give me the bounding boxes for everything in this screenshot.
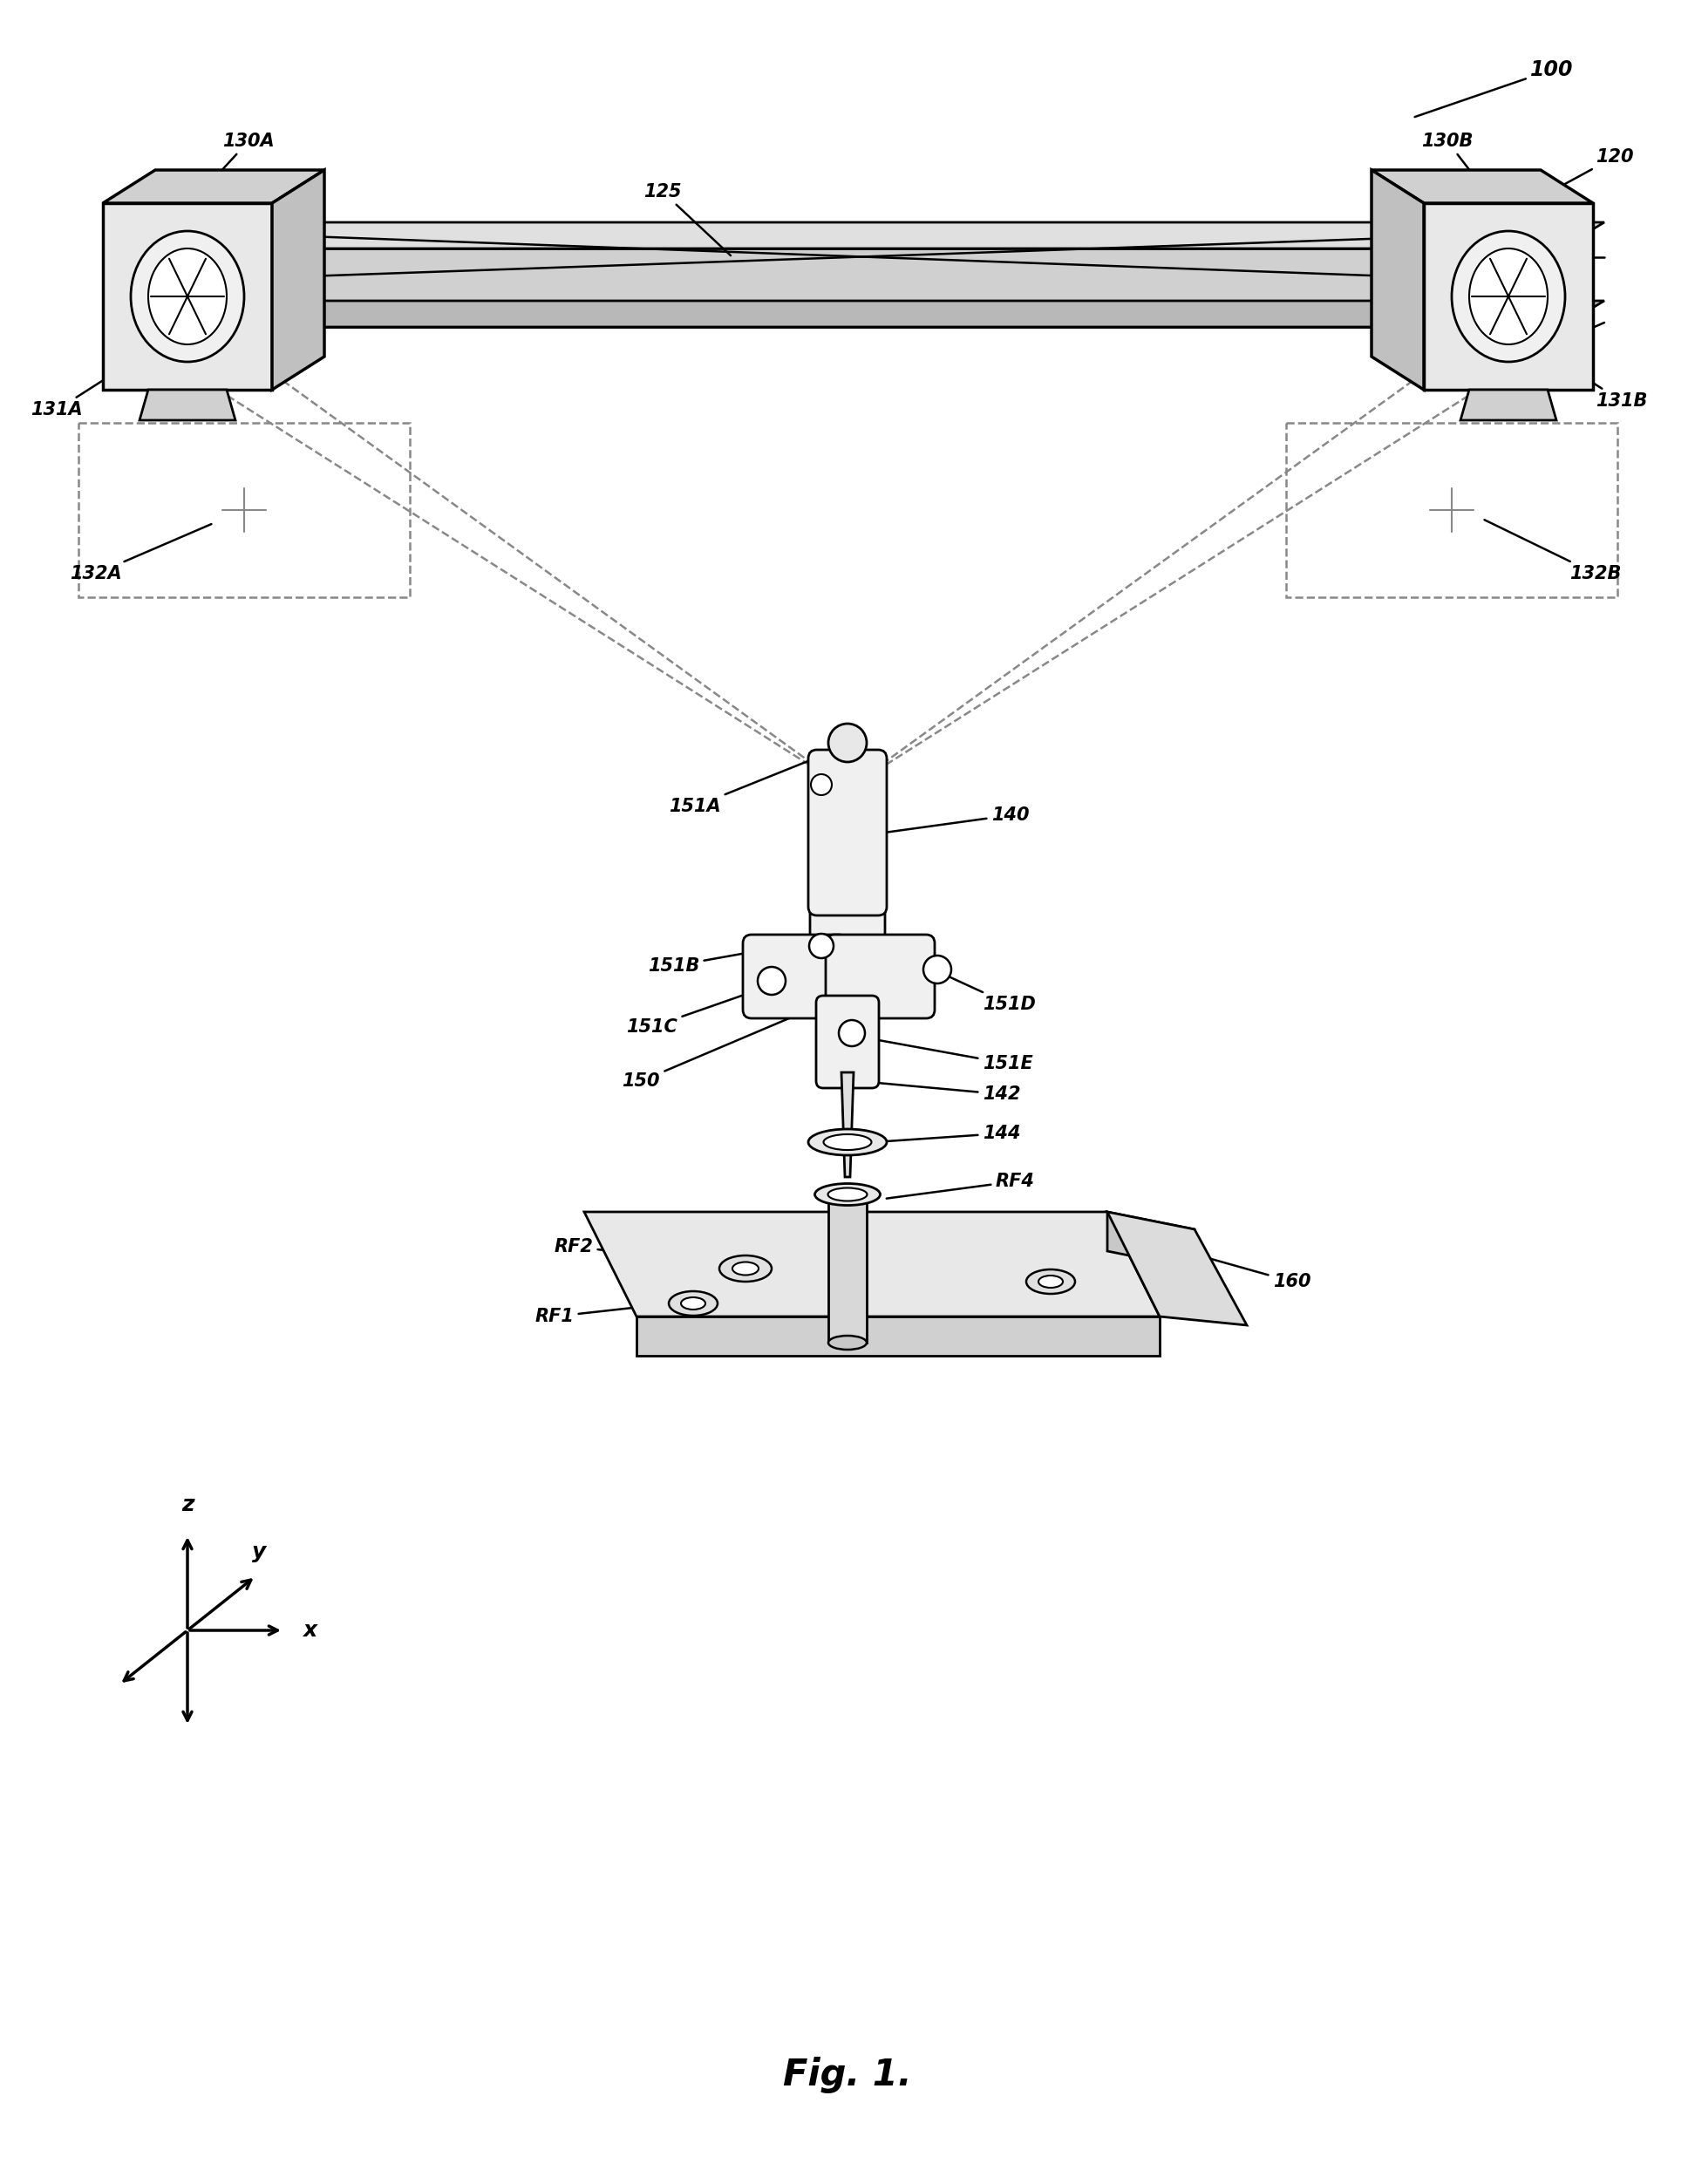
Text: RF1: RF1: [534, 1302, 693, 1326]
Text: y: y: [253, 1542, 266, 1562]
Text: RF4: RF4: [886, 1173, 1036, 1199]
Ellipse shape: [809, 1129, 886, 1155]
Text: 120: 120: [1537, 149, 1634, 199]
Polygon shape: [136, 223, 1605, 249]
Text: 132B: 132B: [1485, 520, 1620, 583]
Text: 100: 100: [1415, 59, 1573, 118]
Circle shape: [839, 1020, 864, 1046]
FancyBboxPatch shape: [810, 887, 885, 983]
Circle shape: [829, 723, 866, 762]
Text: 132A: 132A: [69, 524, 212, 583]
Polygon shape: [1371, 170, 1593, 203]
Text: 144: 144: [876, 1125, 1020, 1142]
Text: 125: 125: [644, 183, 731, 256]
Ellipse shape: [1039, 1275, 1063, 1289]
Polygon shape: [103, 203, 271, 389]
Ellipse shape: [1470, 249, 1548, 345]
Circle shape: [758, 968, 785, 994]
Polygon shape: [1424, 203, 1593, 389]
Ellipse shape: [131, 232, 244, 363]
Polygon shape: [841, 1072, 854, 1177]
Polygon shape: [1107, 1212, 1248, 1326]
Text: x: x: [302, 1621, 317, 1640]
Polygon shape: [139, 389, 236, 419]
Text: 151E: 151E: [858, 1035, 1032, 1072]
Text: 151D: 151D: [941, 974, 1036, 1013]
FancyBboxPatch shape: [742, 935, 848, 1018]
Ellipse shape: [670, 1291, 717, 1315]
Polygon shape: [136, 301, 1605, 328]
FancyBboxPatch shape: [815, 996, 880, 1088]
Text: 150: 150: [622, 1018, 793, 1090]
Text: RF3: RF3: [1051, 1280, 1137, 1321]
Polygon shape: [829, 1195, 866, 1343]
FancyBboxPatch shape: [809, 749, 886, 915]
Circle shape: [810, 773, 832, 795]
Circle shape: [809, 935, 834, 959]
Text: 131B: 131B: [1536, 345, 1648, 411]
Text: 140: 140: [886, 806, 1029, 832]
Text: RF2: RF2: [554, 1238, 744, 1267]
Polygon shape: [585, 1212, 1159, 1317]
Text: 151C: 151C: [625, 985, 770, 1035]
Ellipse shape: [824, 1133, 871, 1151]
Ellipse shape: [732, 1262, 759, 1275]
Ellipse shape: [1025, 1269, 1075, 1293]
Ellipse shape: [1451, 232, 1564, 363]
Polygon shape: [271, 170, 324, 389]
Text: 142: 142: [861, 1081, 1020, 1103]
FancyBboxPatch shape: [825, 935, 934, 1018]
Text: z: z: [181, 1494, 193, 1516]
Text: 160: 160: [1202, 1256, 1310, 1291]
Text: 151A: 151A: [670, 753, 829, 815]
Polygon shape: [103, 170, 324, 203]
Text: 131A: 131A: [31, 349, 151, 419]
Circle shape: [924, 957, 951, 983]
Ellipse shape: [815, 1184, 880, 1206]
Text: Fig. 1.: Fig. 1.: [783, 2057, 912, 2092]
Ellipse shape: [681, 1297, 705, 1310]
Ellipse shape: [827, 1188, 868, 1201]
Polygon shape: [1107, 1212, 1195, 1269]
Polygon shape: [1461, 389, 1556, 419]
Ellipse shape: [829, 1337, 866, 1350]
Polygon shape: [1371, 170, 1424, 389]
Text: 130B: 130B: [1422, 133, 1498, 207]
Ellipse shape: [147, 249, 227, 345]
Text: 151B: 151B: [647, 941, 817, 974]
Polygon shape: [136, 249, 1561, 328]
Polygon shape: [637, 1317, 1159, 1356]
Text: 130A: 130A: [190, 133, 275, 205]
Ellipse shape: [719, 1256, 771, 1282]
